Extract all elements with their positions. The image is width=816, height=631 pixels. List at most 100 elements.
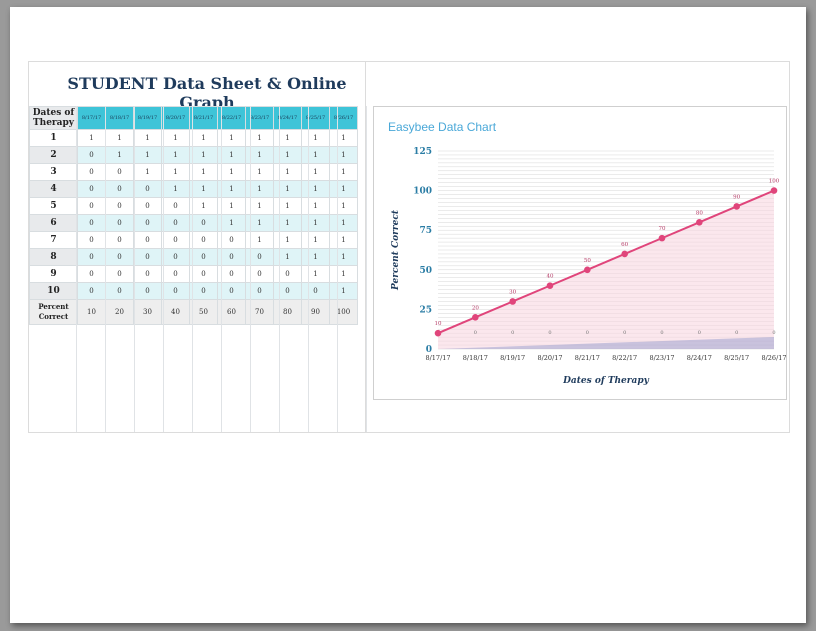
trial-cell: 0 [133, 214, 162, 232]
column-guide [134, 106, 135, 432]
trial-cell: 0 [189, 265, 218, 283]
trial-cell: 1 [329, 163, 358, 181]
trial-cell: 0 [105, 282, 134, 300]
trial-cell: 0 [161, 197, 190, 215]
column-guide [250, 106, 251, 432]
trial-cell: 1 [301, 248, 330, 266]
trial-cell: 1 [329, 214, 358, 232]
column-guide [366, 106, 367, 432]
data-point [733, 203, 740, 210]
x-tick-label: 8/19/17 [500, 354, 525, 362]
trial-cell: 0 [133, 231, 162, 249]
trial-cell: 1 [301, 163, 330, 181]
trial-cell: 1 [189, 197, 218, 215]
trial-cell: 1 [189, 129, 218, 147]
data-label: 30 [509, 289, 516, 295]
trial-cell: 0 [273, 282, 302, 300]
trial-cell: 0 [77, 248, 106, 266]
trial-cell: 1 [273, 231, 302, 249]
zero-point-label: 0 [586, 330, 589, 336]
x-tick-label: 8/21/17 [575, 354, 600, 362]
zero-point-label: 0 [660, 330, 663, 336]
percent-row: Percent Correct 10 20 30 40 50 60 70 80 90 100 [29, 299, 358, 325]
data-point [696, 218, 703, 226]
trial-cell: 0 [133, 248, 162, 266]
column-guide [279, 106, 280, 432]
data-label: 80 [696, 210, 703, 216]
y-tick-label: 100 [413, 187, 432, 197]
trial-cell: 0 [217, 248, 246, 266]
trial-cell: 1 [329, 265, 358, 283]
column-guide [308, 106, 309, 432]
column-guide [192, 106, 193, 432]
column-guide [221, 106, 222, 432]
trial-cell: 0 [77, 163, 106, 181]
data-label: 10 [435, 321, 442, 327]
trial-cell: 1 [301, 129, 330, 147]
trial-cell: 0 [133, 265, 162, 283]
zero-series-band [438, 337, 774, 349]
data-label: 20 [472, 305, 479, 311]
percent-cell: 80 [273, 299, 302, 325]
trial-cell: 1 [329, 197, 358, 215]
date-header-cell: 8/20/17 [161, 106, 190, 130]
document-page: STUDENT Data Sheet & Online Graph Dates … [10, 7, 806, 623]
data-label: 70 [659, 226, 666, 232]
trial-label: 10 [29, 282, 78, 300]
data-point [584, 266, 591, 274]
trial-cell: 0 [105, 231, 134, 249]
trial-cell: 1 [105, 129, 134, 147]
percent-cell: 100 [329, 299, 358, 325]
data-table: Dates of Therapy 8/17/17 8/18/17 8/19/17 8/2… [29, 106, 358, 325]
trial-cell: 0 [105, 265, 134, 283]
trial-cell: 1 [133, 146, 162, 164]
trial-cell: 0 [161, 214, 190, 232]
date-header-cell: 8/18/17 [105, 106, 134, 130]
trial-cell: 0 [301, 282, 330, 300]
trial-cell: 0 [105, 248, 134, 266]
trial-cell: 0 [189, 214, 218, 232]
trial-cell: 1 [217, 146, 246, 164]
trial-cell: 0 [161, 248, 190, 266]
date-header-cell: 8/21/17 [189, 106, 218, 130]
trial-cell: 1 [217, 180, 246, 198]
zero-point-label: 0 [548, 330, 551, 336]
trial-cell: 1 [329, 180, 358, 198]
trial-cell: 0 [161, 282, 190, 300]
y-tick-label: 50 [419, 266, 432, 276]
date-header-cell: 8/25/17 [301, 106, 330, 130]
trial-cell: 1 [161, 163, 190, 181]
trial-label: 8 [29, 248, 78, 266]
trial-cell: 1 [105, 146, 134, 164]
percent-cell: 40 [161, 299, 190, 325]
trial-cell: 0 [273, 265, 302, 283]
trial-cell: 1 [273, 197, 302, 215]
x-tick-label: 8/18/17 [463, 354, 488, 362]
date-header-cell: 8/17/17 [77, 106, 106, 130]
trial-cell: 1 [273, 163, 302, 181]
trial-cell: 0 [77, 214, 106, 232]
trial-cell: 1 [329, 248, 358, 266]
y-tick-label: 125 [413, 147, 432, 157]
trial-label: 4 [29, 180, 78, 198]
trial-cell: 1 [217, 214, 246, 232]
trial-cell: 0 [77, 265, 106, 283]
trial-cell: 0 [161, 231, 190, 249]
percent-cell: 30 [133, 299, 162, 325]
zero-point-label: 0 [698, 330, 701, 336]
trial-cell: 1 [301, 231, 330, 249]
data-label: 40 [547, 274, 554, 280]
zero-point-label: 0 [474, 330, 477, 336]
trial-cell: 1 [161, 146, 190, 164]
column-guide [337, 106, 338, 432]
trial-cell: 1 [329, 129, 358, 147]
data-point [621, 250, 628, 258]
zero-point-label: 0 [772, 330, 775, 336]
table-row: 10 0 0 0 0 0 0 0 0 0 1 [29, 282, 358, 300]
percent-cell: 10 [77, 299, 106, 325]
data-label: 50 [584, 258, 591, 264]
trial-cell: 1 [301, 214, 330, 232]
trial-cell: 0 [133, 282, 162, 300]
